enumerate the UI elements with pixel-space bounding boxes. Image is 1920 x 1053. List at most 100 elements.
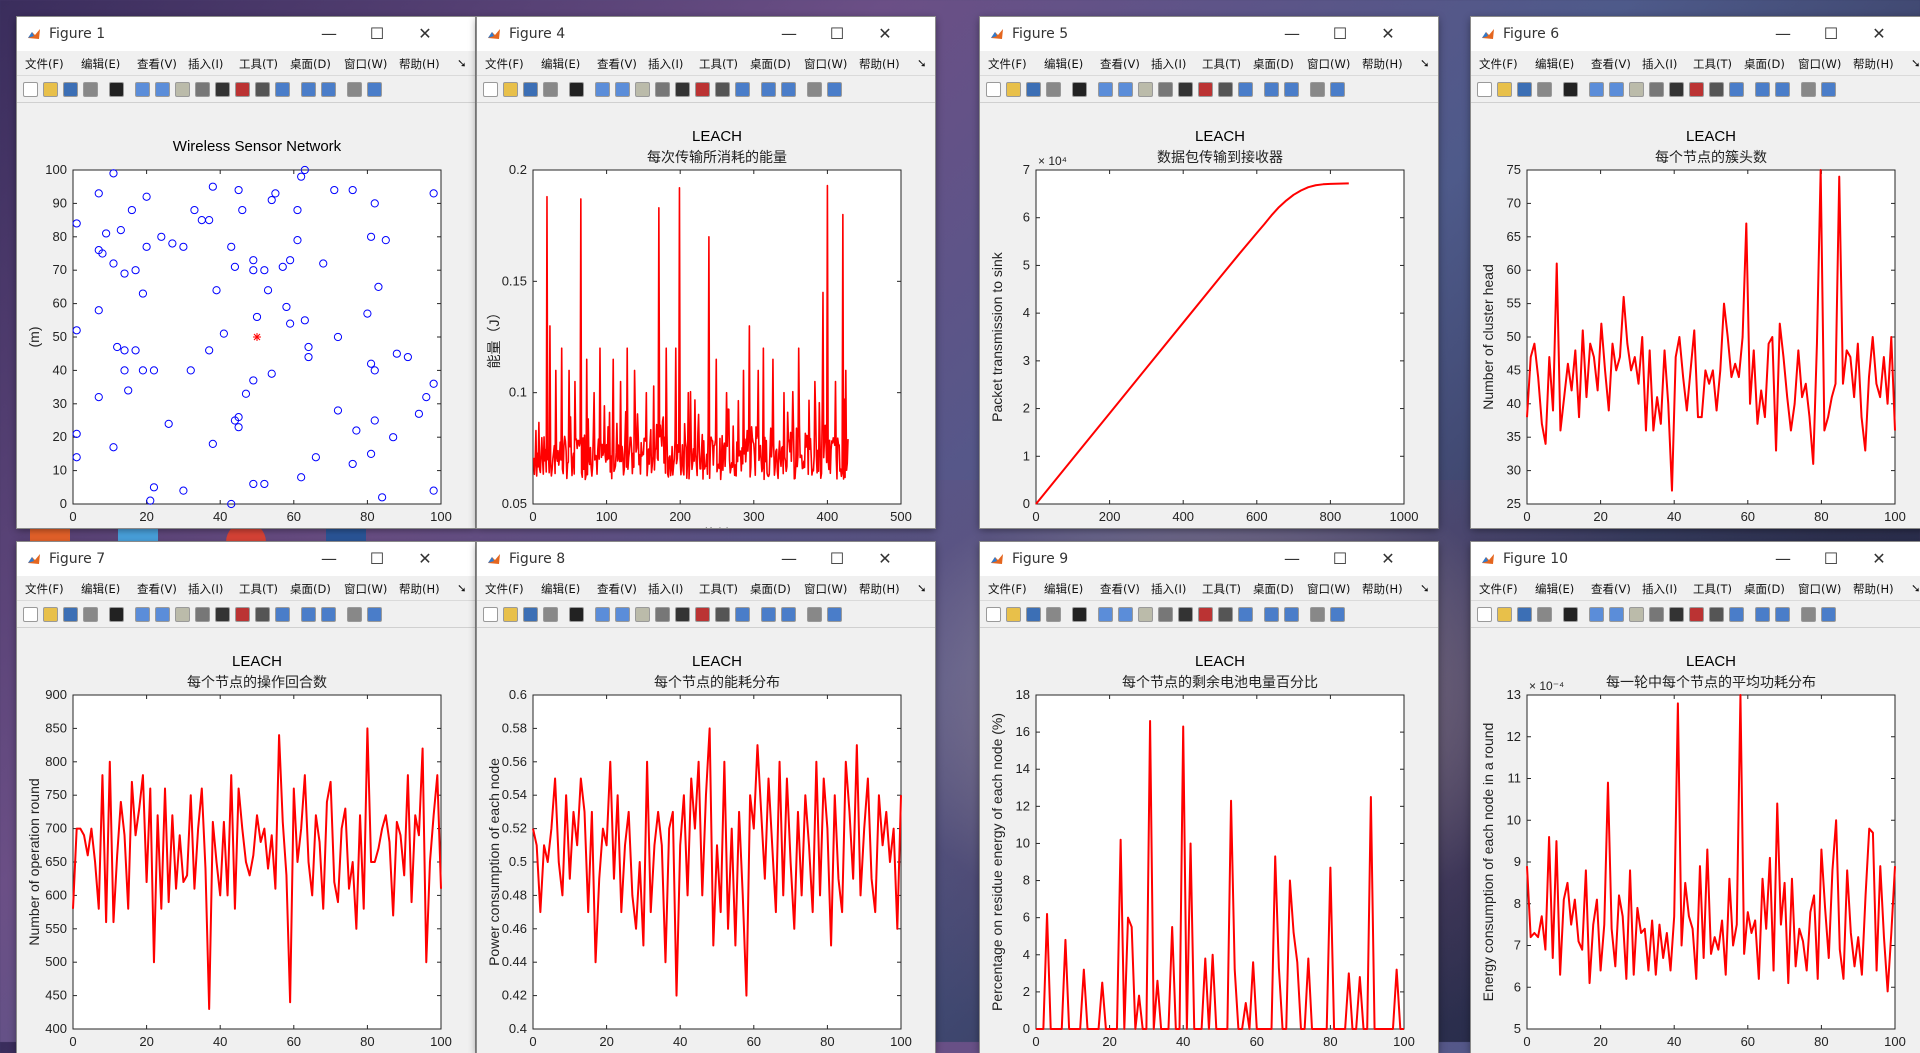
menu-item[interactable]: 插入(I) [1642,582,1678,596]
colorbar-icon[interactable] [1755,82,1770,97]
minimize-button[interactable]: — [321,549,337,568]
maximize-button[interactable]: ☐ [829,549,845,568]
pointer-icon[interactable] [1072,82,1087,97]
title-bar[interactable]: Figure 1 — ☐ ✕ [17,17,475,51]
menu-item[interactable]: 帮助(H) [1853,582,1894,596]
hide-tools-icon[interactable] [807,82,822,97]
link-icon[interactable] [275,82,290,97]
dock-icon[interactable] [827,607,842,622]
maximize-button[interactable]: ☐ [1823,24,1839,43]
menu-item[interactable]: ➘ [1420,581,1430,595]
print-icon[interactable] [543,82,558,97]
print-icon[interactable] [1537,607,1552,622]
menu-item[interactable]: ➘ [1420,56,1430,70]
menu-item[interactable]: 插入(I) [648,582,684,596]
save-icon[interactable] [523,607,538,622]
new-icon[interactable] [1477,82,1492,97]
save-icon[interactable] [523,82,538,97]
dock-icon[interactable] [1821,82,1836,97]
zoom-out-icon[interactable] [155,82,170,97]
link-icon[interactable] [1729,82,1744,97]
open-icon[interactable] [1006,607,1021,622]
brush-icon[interactable] [235,607,250,622]
new-icon[interactable] [23,607,38,622]
dock-icon[interactable] [827,82,842,97]
close-button[interactable]: ✕ [418,24,432,43]
pointer-icon[interactable] [109,82,124,97]
dropdown-icon[interactable] [1709,82,1724,97]
menu-item[interactable]: 工具(T) [239,57,278,71]
legend-icon[interactable] [1284,607,1299,622]
dropdown-icon[interactable] [1218,82,1233,97]
new-icon[interactable] [23,82,38,97]
menu-item[interactable]: 文件(F) [485,582,524,596]
legend-icon[interactable] [1775,82,1790,97]
data-cursor-icon[interactable] [1669,607,1684,622]
new-icon[interactable] [483,82,498,97]
zoom-in-icon[interactable] [1098,607,1113,622]
brush-icon[interactable] [1198,607,1213,622]
save-icon[interactable] [1026,82,1041,97]
hide-tools-icon[interactable] [1801,82,1816,97]
colorbar-icon[interactable] [301,607,316,622]
menu-item[interactable]: 窗口(W) [1798,57,1842,71]
menu-item[interactable]: 工具(T) [699,582,738,596]
save-icon[interactable] [1517,82,1532,97]
zoom-out-icon[interactable] [155,607,170,622]
menu-item[interactable]: 文件(F) [988,582,1027,596]
menu-item[interactable]: 查看(V) [597,57,637,71]
pan-icon[interactable] [1138,82,1153,97]
close-button[interactable]: ✕ [1381,549,1395,568]
menu-item[interactable]: 工具(T) [239,582,278,596]
menu-item[interactable]: 编辑(E) [541,582,581,596]
dock-icon[interactable] [1821,607,1836,622]
save-icon[interactable] [63,82,78,97]
dropdown-icon[interactable] [715,82,730,97]
legend-icon[interactable] [781,82,796,97]
open-icon[interactable] [1497,82,1512,97]
menu-item[interactable]: 桌面(D) [1253,582,1294,596]
menu-item[interactable]: 桌面(D) [1744,57,1785,71]
rotate-icon[interactable] [1649,607,1664,622]
pan-icon[interactable] [1138,607,1153,622]
menu-item[interactable]: 窗口(W) [1307,582,1351,596]
title-bar[interactable]: Figure 5 — ☐ ✕ [980,17,1438,51]
figure-window[interactable]: Figure 7 — ☐ ✕ 文件(F) 编辑(E) 查看(V) 插入(I) 工具(T) 桌面(D… [17,542,475,1053]
maximize-button[interactable]: ☐ [829,24,845,43]
menu-item[interactable]: 窗口(W) [804,57,848,71]
figure-window[interactable]: Figure 5 — ☐ ✕ 文件(F) 编辑(E) 查看(V) 插入(I) 工具(T) 桌面(D… [980,17,1438,528]
close-button[interactable]: ✕ [1872,24,1886,43]
menu-item[interactable]: 桌面(D) [290,57,331,71]
maximize-button[interactable]: ☐ [1823,549,1839,568]
menu-item[interactable]: 桌面(D) [750,57,791,71]
zoom-out-icon[interactable] [615,82,630,97]
pan-icon[interactable] [635,82,650,97]
save-icon[interactable] [1517,607,1532,622]
menu-item[interactable]: 窗口(W) [804,582,848,596]
data-cursor-icon[interactable] [1669,82,1684,97]
figure-window[interactable]: Figure 6 — ☐ ✕ 文件(F) 编辑(E) 查看(V) 插入(I) 工具(T) 桌面(D… [1471,17,1920,528]
print-icon[interactable] [1046,607,1061,622]
rotate-icon[interactable] [195,82,210,97]
data-cursor-icon[interactable] [1178,607,1193,622]
menu-item[interactable]: 桌面(D) [290,582,331,596]
zoom-in-icon[interactable] [1589,607,1604,622]
colorbar-icon[interactable] [1264,82,1279,97]
menu-item[interactable]: ➘ [457,581,467,595]
rotate-icon[interactable] [655,82,670,97]
menu-item[interactable]: 窗口(W) [344,57,388,71]
menu-item[interactable]: 帮助(H) [859,582,900,596]
zoom-out-icon[interactable] [615,607,630,622]
save-icon[interactable] [63,607,78,622]
menu-item[interactable]: 编辑(E) [1535,582,1575,596]
minimize-button[interactable]: — [1775,549,1791,568]
maximize-button[interactable]: ☐ [369,549,385,568]
pointer-icon[interactable] [109,607,124,622]
menu-item[interactable]: 帮助(H) [1853,57,1894,71]
menu-item[interactable]: 文件(F) [1479,582,1518,596]
data-cursor-icon[interactable] [215,607,230,622]
dock-icon[interactable] [367,82,382,97]
legend-icon[interactable] [1775,607,1790,622]
colorbar-icon[interactable] [761,82,776,97]
menu-item[interactable]: 编辑(E) [81,582,121,596]
